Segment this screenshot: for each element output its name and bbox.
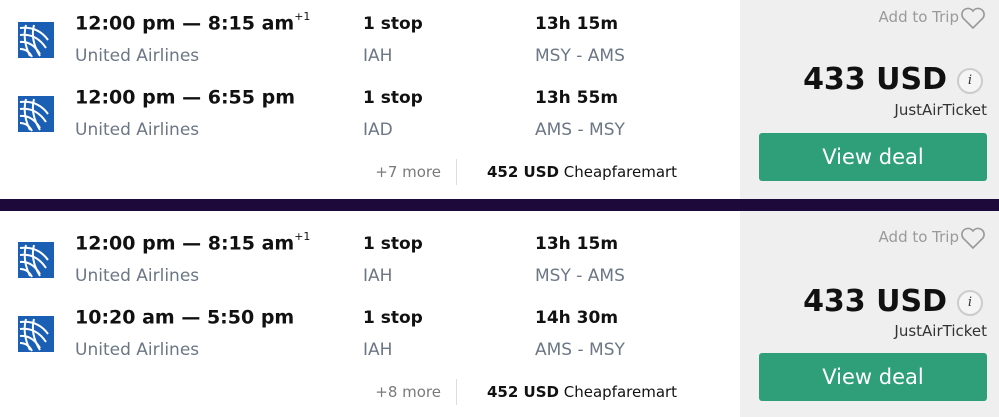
airline-name: United Airlines (75, 46, 200, 66)
stops: 1 stop (363, 14, 423, 34)
separator (456, 379, 457, 405)
add-to-trip-link[interactable]: Add to Trip (878, 228, 959, 246)
time-range: 12:00 pm — 6:55 pm (75, 86, 295, 109)
heart-icon[interactable] (959, 4, 987, 32)
layover-airport: IAH (363, 266, 393, 286)
info-icon[interactable]: i (957, 290, 983, 316)
united-globe-icon (18, 316, 54, 352)
route: AMS - MSY (535, 340, 625, 360)
alt-provider: Cheapfaremart (563, 383, 678, 401)
duration: 13h 15m (535, 234, 619, 254)
layover-airport: IAH (363, 340, 393, 360)
flight-leg: 12:00 pm — 6:55 pm United Airlines 1 sto… (0, 74, 740, 148)
provider: JustAirTicket (894, 322, 987, 340)
add-to-trip-link[interactable]: Add to Trip (878, 8, 959, 26)
alt-deal-link[interactable]: 452 USD Cheapfaremart (487, 383, 677, 401)
united-globe-icon (18, 96, 54, 132)
alt-deal-link[interactable]: 452 USD Cheapfaremart (487, 163, 677, 181)
flight-leg: 10:20 am — 5:50 pm United Airlines 1 sto… (0, 294, 740, 368)
united-globe-icon (18, 22, 54, 58)
airline-name: United Airlines (75, 340, 200, 360)
layover-airport: IAH (363, 46, 393, 66)
day-offset: +1 (294, 10, 311, 23)
view-deal-button[interactable]: View deal (759, 133, 987, 181)
price-panel: Add to Trip 433 USD i JustAirTicket View… (740, 0, 999, 199)
stops: 1 stop (363, 308, 423, 328)
alt-price: 452 USD (487, 383, 559, 401)
result-divider (0, 199, 999, 211)
more-deals-link[interactable]: +8 more (375, 383, 441, 401)
united-globe-icon (18, 242, 54, 278)
duration: 13h 55m (535, 88, 619, 108)
info-icon[interactable]: i (957, 68, 983, 94)
view-deal-button[interactable]: View deal (759, 353, 987, 401)
provider: JustAirTicket (894, 101, 987, 119)
alt-price: 452 USD (487, 163, 559, 181)
separator (456, 159, 457, 185)
layover-airport: IAD (363, 120, 393, 140)
price-panel: Add to Trip 433 USD i JustAirTicket View… (740, 211, 999, 417)
time-range: 10:20 am — 5:50 pm (75, 306, 295, 329)
airline-name: United Airlines (75, 266, 200, 286)
flight-leg: 12:00 pm — 8:15 am+1 United Airlines 1 s… (0, 0, 740, 74)
price: 433 USD (803, 62, 947, 97)
leg-times: 12:00 pm — 8:15 am+1 (75, 230, 311, 255)
day-offset: +1 (294, 230, 311, 243)
time-range: 12:00 pm — 8:15 am (75, 232, 295, 255)
duration: 13h 15m (535, 14, 619, 34)
leg-times: 10:20 am — 5:50 pm (75, 306, 294, 328)
time-range: 12:00 pm — 8:15 am (75, 12, 295, 35)
heart-icon[interactable] (959, 224, 987, 252)
route: AMS - MSY (535, 120, 625, 140)
more-deals-link[interactable]: +7 more (375, 163, 441, 181)
airline-name: United Airlines (75, 120, 200, 140)
price: 433 USD (803, 284, 947, 319)
stops: 1 stop (363, 88, 423, 108)
leg-times: 12:00 pm — 6:55 pm (75, 86, 295, 108)
result-card: 12:00 pm — 8:15 am+1 United Airlines 1 s… (0, 0, 999, 199)
stops: 1 stop (363, 234, 423, 254)
result-card: 12:00 pm — 8:15 am+1 United Airlines 1 s… (0, 211, 999, 417)
leg-times: 12:00 pm — 8:15 am+1 (75, 10, 311, 35)
duration: 14h 30m (535, 308, 619, 328)
route: MSY - AMS (535, 266, 625, 286)
alt-provider: Cheapfaremart (563, 163, 678, 181)
route: MSY - AMS (535, 46, 625, 66)
flight-leg: 12:00 pm — 8:15 am+1 United Airlines 1 s… (0, 220, 740, 294)
